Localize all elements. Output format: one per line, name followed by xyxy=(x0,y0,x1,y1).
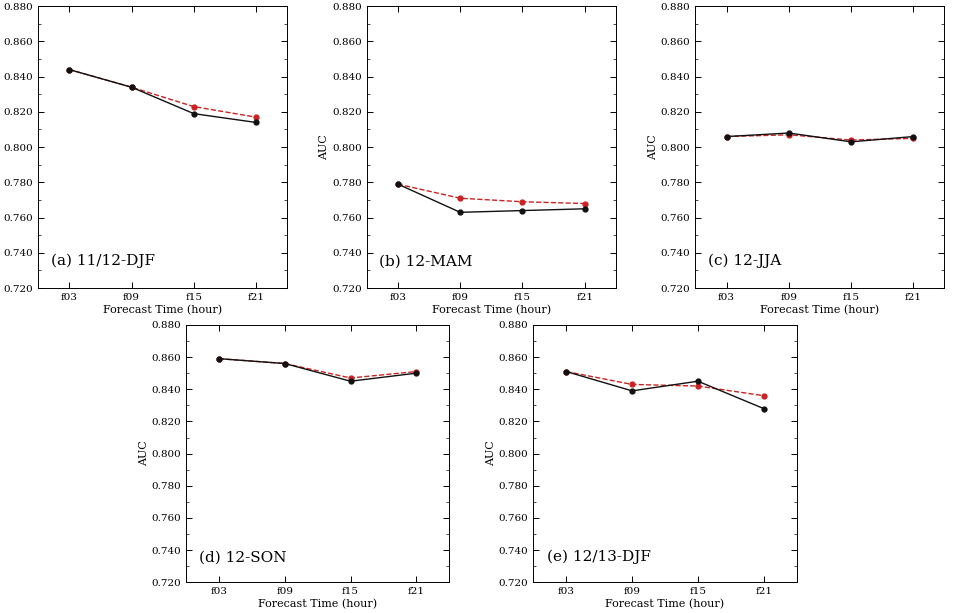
Text: (c) 12-JJA: (c) 12-JJA xyxy=(707,254,781,268)
Text: (e) 12/13-DJF: (e) 12/13-DJF xyxy=(546,550,650,565)
X-axis label: Forecast Time (hour): Forecast Time (hour) xyxy=(257,599,376,609)
X-axis label: Forecast Time (hour): Forecast Time (hour) xyxy=(103,305,222,315)
Y-axis label: AUC: AUC xyxy=(485,441,496,466)
Y-axis label: AUC: AUC xyxy=(138,441,149,466)
Y-axis label: AUC: AUC xyxy=(647,134,658,160)
Text: (d) 12-SON: (d) 12-SON xyxy=(199,550,287,565)
Text: (a) 11/12-DJF: (a) 11/12-DJF xyxy=(51,254,154,268)
X-axis label: Forecast Time (hour): Forecast Time (hour) xyxy=(432,305,550,315)
Y-axis label: AUC: AUC xyxy=(319,134,329,160)
Text: (b) 12-MAM: (b) 12-MAM xyxy=(379,254,473,268)
X-axis label: Forecast Time (hour): Forecast Time (hour) xyxy=(605,599,724,609)
X-axis label: Forecast Time (hour): Forecast Time (hour) xyxy=(760,305,879,315)
